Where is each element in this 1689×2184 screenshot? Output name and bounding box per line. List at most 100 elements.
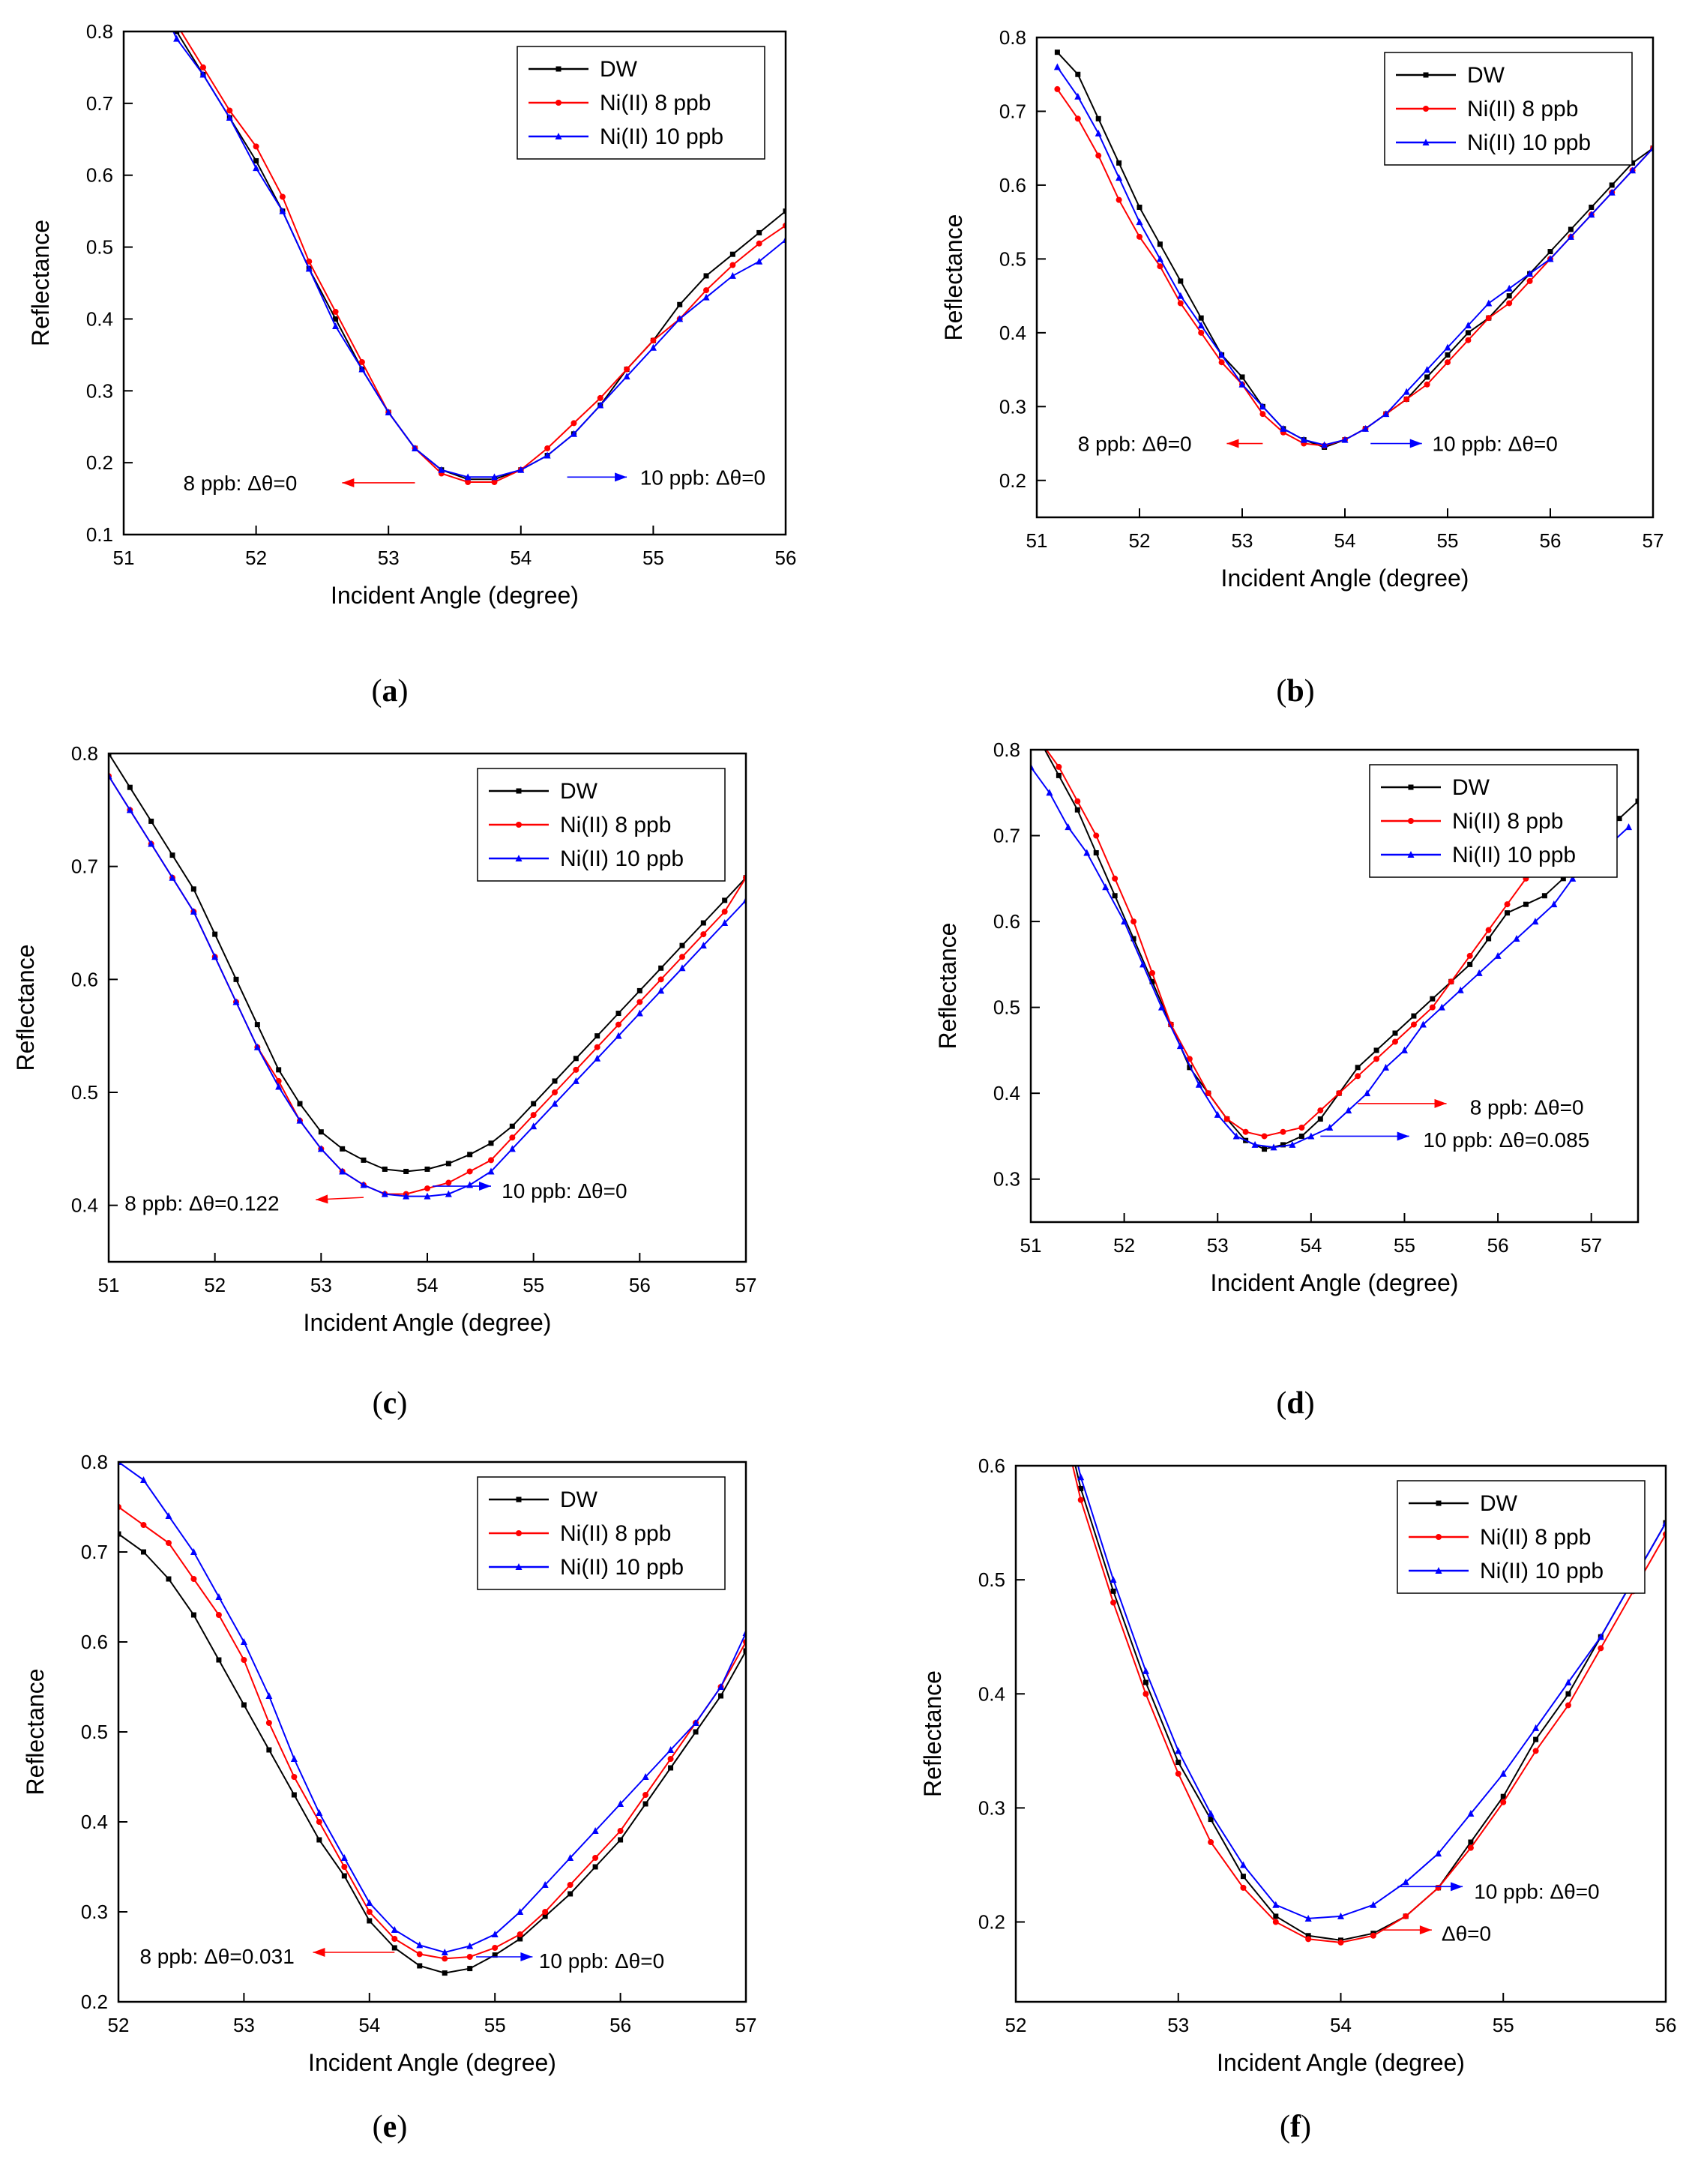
- x-tick-label: 57: [735, 2014, 757, 2036]
- data-point: [1289, 1140, 1296, 1148]
- annotation-text: 10 ppb: Δθ=0: [502, 1179, 627, 1203]
- data-point: [1238, 380, 1246, 388]
- data-point: [679, 954, 685, 960]
- data-point: [1485, 315, 1492, 322]
- data-point: [1364, 1089, 1371, 1097]
- data-point: [174, 21, 180, 27]
- data-point: [642, 1773, 649, 1780]
- y-tick-label: 0.6: [86, 164, 113, 187]
- y-axis-label: Reflectance: [12, 945, 39, 1071]
- annotation: 10 ppb: Δθ=0.085: [1320, 1128, 1589, 1152]
- data-point: [340, 1146, 346, 1152]
- data-point: [1609, 182, 1615, 188]
- data-point: [1402, 1878, 1409, 1886]
- data-point: [1121, 918, 1128, 925]
- data-point: [140, 1549, 146, 1555]
- legend: DW Ni(II) 8 ppb Ni(II) 10 ppb: [517, 46, 765, 160]
- data-point: [1533, 1736, 1539, 1742]
- annotation-arrowhead: [316, 1194, 328, 1204]
- data-point: [573, 1056, 579, 1062]
- y-tick-label: 0.5: [999, 247, 1026, 270]
- series-group: [1031, 750, 1638, 1152]
- data-point: [424, 1166, 430, 1172]
- data-point: [1499, 1769, 1507, 1777]
- data-point: [615, 1011, 621, 1017]
- legend-marker: [516, 1496, 522, 1502]
- data-point: [721, 908, 728, 915]
- data-point: [1056, 763, 1062, 770]
- y-tick-label: 0.2: [978, 1911, 1005, 1934]
- annotation-arrowhead: [520, 1952, 533, 1961]
- data-point: [1448, 978, 1454, 985]
- data-point: [1280, 1128, 1286, 1135]
- data-point: [296, 1116, 304, 1124]
- data-point: [1272, 1901, 1280, 1908]
- x-tick-label: 52: [1129, 529, 1151, 552]
- data-point: [1444, 343, 1451, 351]
- data-point: [1465, 337, 1472, 343]
- data-point: [1110, 1588, 1116, 1594]
- x-axis-label: Incident Angle (degree): [331, 582, 579, 609]
- x-tick-label: 52: [1113, 1234, 1135, 1257]
- data-point: [367, 1918, 373, 1924]
- y-tick-label: 0.3: [86, 379, 113, 402]
- data-point: [1445, 352, 1451, 358]
- data-point: [1373, 1047, 1379, 1053]
- y-tick-label: 0.6: [978, 1455, 1005, 1477]
- data-point: [657, 987, 665, 994]
- data-point: [1054, 85, 1061, 92]
- data-point: [717, 1683, 725, 1690]
- data-point: [1435, 1884, 1442, 1891]
- data-point: [341, 1873, 347, 1879]
- y-tick-label: 0.8: [993, 738, 1020, 761]
- x-tick-label: 55: [484, 2014, 506, 2036]
- legend: DW Ni(II) 8 ppb Ni(II) 10 ppb: [1384, 52, 1633, 166]
- data-point: [279, 207, 286, 214]
- data-point: [530, 1122, 538, 1130]
- data-point: [464, 473, 472, 481]
- data-point: [341, 1864, 348, 1870]
- data-point: [1095, 152, 1102, 159]
- x-tick-label: 52: [108, 2014, 130, 2036]
- data-point: [722, 897, 728, 903]
- y-tick-label: 0.7: [71, 855, 98, 878]
- data-point: [1186, 1056, 1193, 1062]
- data-point: [1074, 92, 1082, 100]
- data-point: [1298, 1125, 1305, 1131]
- data-point: [1504, 901, 1511, 908]
- data-point: [567, 1882, 573, 1888]
- data-point: [190, 1548, 197, 1555]
- data-point: [1074, 807, 1080, 813]
- data-point: [391, 1945, 397, 1951]
- data-point: [1485, 927, 1492, 933]
- data-point: [570, 430, 577, 437]
- data-point: [466, 1942, 474, 1949]
- series-group: [118, 1462, 746, 1976]
- data-point: [266, 1747, 272, 1753]
- data-point: [1261, 1133, 1268, 1140]
- data-point: [1430, 996, 1436, 1002]
- data-point: [700, 931, 707, 938]
- data-point: [403, 1192, 410, 1200]
- data-point: [1345, 1107, 1352, 1114]
- legend-label: Ni(II) 10 ppb: [1467, 130, 1591, 155]
- data-point: [265, 1692, 273, 1699]
- y-tick-label: 0.3: [999, 395, 1026, 418]
- legend-label: DW: [600, 57, 638, 82]
- data-point: [366, 1909, 373, 1915]
- y-tick-label: 0.8: [71, 742, 98, 765]
- data-point: [679, 942, 685, 948]
- series-group: [172, 21, 786, 486]
- data-point: [1198, 315, 1204, 321]
- data-point: [544, 451, 551, 459]
- data-point: [212, 931, 218, 937]
- legend-label: DW: [1467, 63, 1505, 88]
- legend: DW Ni(II) 8 ppb Ni(II) 10 ppb: [477, 1476, 726, 1590]
- data-point: [1232, 1132, 1240, 1140]
- x-tick-label: 51: [98, 1274, 120, 1296]
- x-tick-label: 53: [310, 1274, 332, 1296]
- legend-marker: [516, 1530, 522, 1536]
- x-tick-label: 57: [1643, 529, 1664, 552]
- data-point: [226, 107, 233, 114]
